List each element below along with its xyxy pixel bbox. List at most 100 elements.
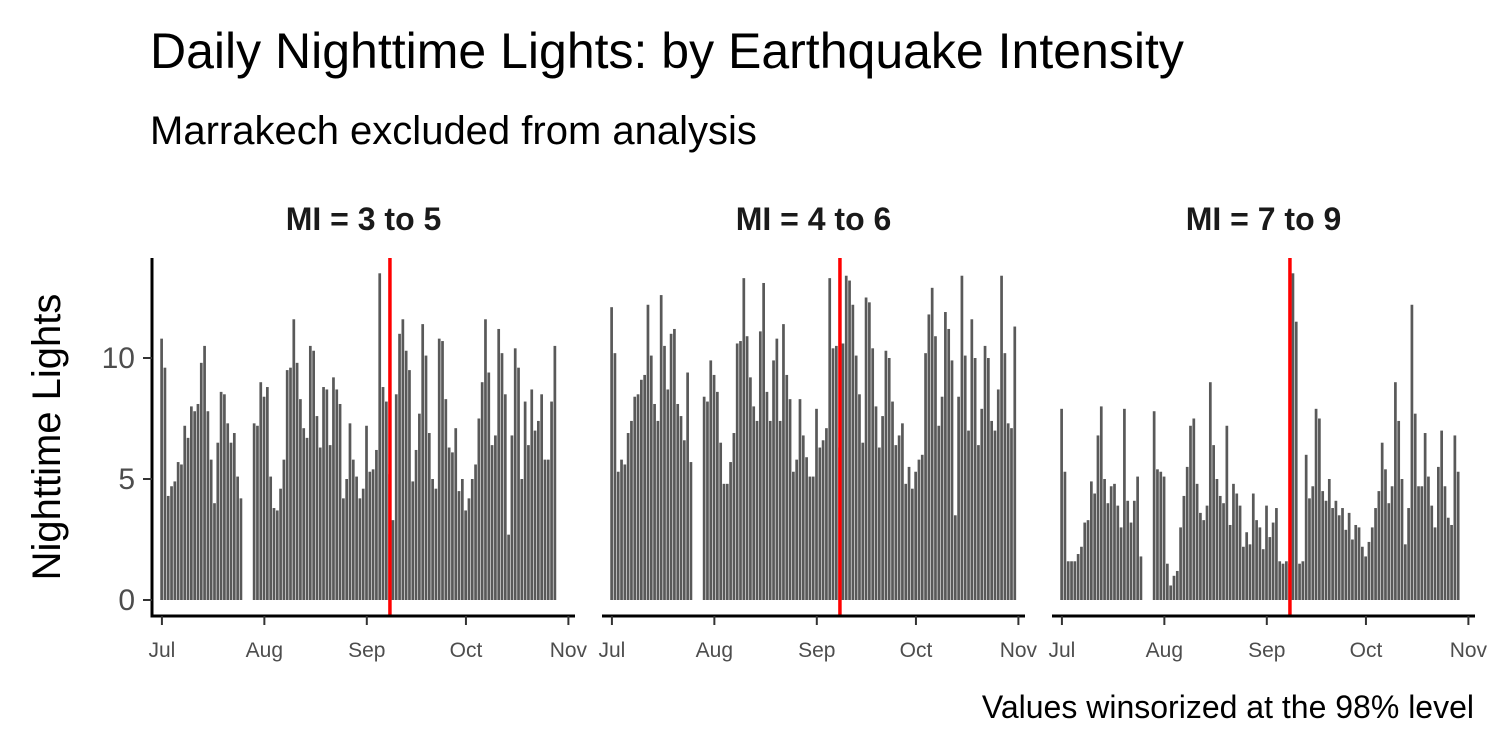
- bar: [1215, 479, 1219, 600]
- y-tick-label: 10: [102, 342, 135, 375]
- facet-strip-label: MI = 3 to 5: [286, 201, 442, 237]
- facet-strip-label: MI = 7 to 9: [1186, 201, 1342, 237]
- bar: [772, 360, 775, 600]
- bar: [669, 333, 673, 600]
- bar: [401, 319, 405, 600]
- facet-strip-label: MI = 4 to 6: [736, 201, 892, 237]
- bar: [798, 399, 802, 600]
- bar: [259, 382, 263, 600]
- bar: [643, 374, 647, 600]
- bar: [871, 348, 875, 600]
- bar: [1212, 445, 1215, 600]
- bar: [914, 471, 917, 600]
- bar: [513, 348, 517, 600]
- bar: [1443, 486, 1447, 600]
- bar: [649, 355, 653, 600]
- bar: [689, 462, 693, 600]
- bar: [950, 360, 954, 600]
- bar: [1006, 423, 1010, 600]
- bar: [907, 466, 911, 600]
- facet-panel: MI = 3 to 5 Jul Aug Sep Oct Nov 0 5 10: [102, 201, 588, 662]
- bar: [408, 370, 411, 600]
- bar: [302, 428, 306, 600]
- bar: [1003, 353, 1007, 600]
- bar: [1222, 503, 1225, 600]
- bar: [355, 476, 358, 600]
- bar: [1103, 479, 1106, 600]
- bar: [1073, 561, 1077, 600]
- bar: [1450, 524, 1453, 600]
- bar: [910, 488, 914, 600]
- bar: [431, 479, 434, 600]
- bar: [1086, 520, 1090, 600]
- bar: [1182, 495, 1186, 600]
- bar: [894, 445, 898, 600]
- bar: [1413, 413, 1417, 600]
- bar: [1202, 520, 1206, 600]
- bar: [960, 275, 964, 600]
- bar: [540, 394, 544, 600]
- bar: [338, 403, 342, 600]
- bar: [934, 336, 937, 600]
- bar: [434, 488, 438, 600]
- bar: [546, 459, 550, 600]
- bar: [920, 454, 924, 600]
- bar: [1166, 563, 1169, 600]
- bar: [1116, 505, 1120, 600]
- chart-title: Daily Nighttime Lights: by Earthquake In…: [150, 23, 1184, 79]
- bar: [1179, 527, 1182, 600]
- bar: [441, 341, 444, 600]
- bar: [801, 435, 805, 600]
- facet-panels: MI = 3 to 5 Jul Aug Sep Oct Nov 0 5 10 MI = 4 to …: [102, 201, 1488, 662]
- bar: [183, 425, 187, 600]
- bar: [166, 495, 170, 600]
- bar: [460, 479, 464, 600]
- bar: [414, 449, 418, 600]
- bar: [1205, 505, 1209, 600]
- bar: [1159, 471, 1163, 600]
- bar: [993, 430, 997, 600]
- bar: [762, 282, 765, 600]
- bar: [1384, 469, 1387, 600]
- x-tick-label: Nov: [550, 639, 588, 662]
- bar: [474, 464, 477, 600]
- bar: [1228, 524, 1232, 600]
- bar: [1060, 408, 1063, 600]
- bar: [930, 287, 934, 600]
- chart-subtitle: Marrakech excluded from analysis: [150, 109, 757, 153]
- bar: [1123, 408, 1126, 600]
- bar: [375, 449, 378, 600]
- bar: [1271, 522, 1275, 600]
- bar: [633, 396, 637, 600]
- bar: [543, 459, 547, 600]
- bar: [1129, 522, 1133, 600]
- bar: [378, 273, 382, 600]
- bar: [275, 510, 279, 600]
- bar: [1281, 563, 1285, 600]
- bar: [1275, 508, 1278, 600]
- bar: [1238, 505, 1242, 600]
- bar: [808, 476, 812, 600]
- bar: [199, 362, 203, 600]
- bar: [712, 374, 716, 600]
- bar: [924, 353, 927, 600]
- bar: [1427, 476, 1430, 600]
- bar: [1417, 486, 1420, 600]
- bar: [646, 304, 650, 600]
- y-axis-label: Nighttime Lights: [25, 294, 69, 581]
- bar: [1278, 561, 1282, 600]
- bar: [1357, 527, 1361, 600]
- bar: [480, 382, 484, 600]
- bar: [636, 394, 640, 600]
- bar: [279, 488, 282, 600]
- bar: [391, 520, 395, 600]
- bar: [666, 389, 670, 600]
- bar: [1397, 420, 1401, 600]
- facet-panel: MI = 7 to 9 Jul Aug Sep Oct Nov: [1048, 201, 1487, 662]
- bar: [874, 406, 878, 600]
- bar: [653, 403, 656, 600]
- bar: [864, 297, 868, 600]
- bar: [381, 387, 385, 600]
- bar: [1162, 476, 1166, 600]
- bar: [1208, 382, 1212, 600]
